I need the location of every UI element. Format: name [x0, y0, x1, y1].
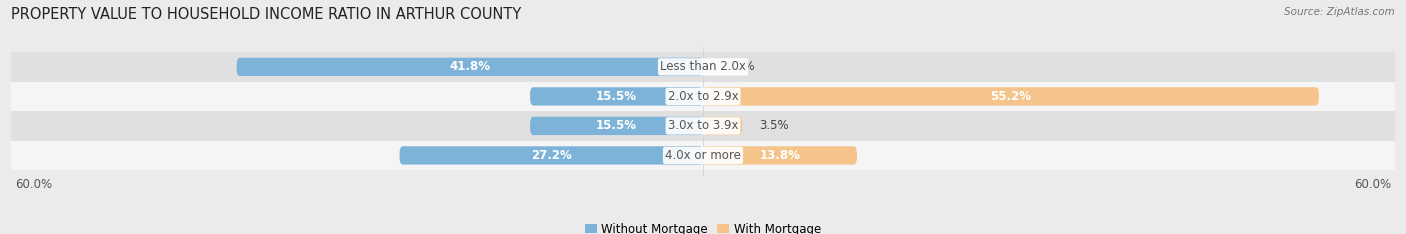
Text: 0.0%: 0.0%: [725, 60, 755, 73]
Text: 3.5%: 3.5%: [759, 119, 789, 132]
Bar: [11, 141, 1395, 170]
Text: Less than 2.0x: Less than 2.0x: [659, 60, 747, 73]
Text: 15.5%: 15.5%: [596, 90, 637, 103]
Text: 2.0x to 2.9x: 2.0x to 2.9x: [668, 90, 738, 103]
Bar: [11, 111, 1395, 141]
Text: 3.0x to 3.9x: 3.0x to 3.9x: [668, 119, 738, 132]
Text: 41.8%: 41.8%: [450, 60, 491, 73]
FancyBboxPatch shape: [703, 146, 858, 165]
Text: 4.0x or more: 4.0x or more: [665, 149, 741, 162]
FancyBboxPatch shape: [530, 117, 703, 135]
Text: 13.8%: 13.8%: [759, 149, 800, 162]
Bar: [11, 52, 1395, 82]
Text: Source: ZipAtlas.com: Source: ZipAtlas.com: [1284, 7, 1395, 17]
Text: 55.2%: 55.2%: [990, 90, 1032, 103]
Text: PROPERTY VALUE TO HOUSEHOLD INCOME RATIO IN ARTHUR COUNTY: PROPERTY VALUE TO HOUSEHOLD INCOME RATIO…: [11, 7, 522, 22]
Text: 27.2%: 27.2%: [531, 149, 572, 162]
Text: 15.5%: 15.5%: [596, 119, 637, 132]
Bar: [11, 82, 1395, 111]
FancyBboxPatch shape: [530, 87, 703, 106]
FancyBboxPatch shape: [399, 146, 703, 165]
FancyBboxPatch shape: [703, 87, 1319, 106]
FancyBboxPatch shape: [236, 58, 703, 76]
Legend: Without Mortgage, With Mortgage: Without Mortgage, With Mortgage: [581, 218, 825, 234]
FancyBboxPatch shape: [703, 117, 742, 135]
